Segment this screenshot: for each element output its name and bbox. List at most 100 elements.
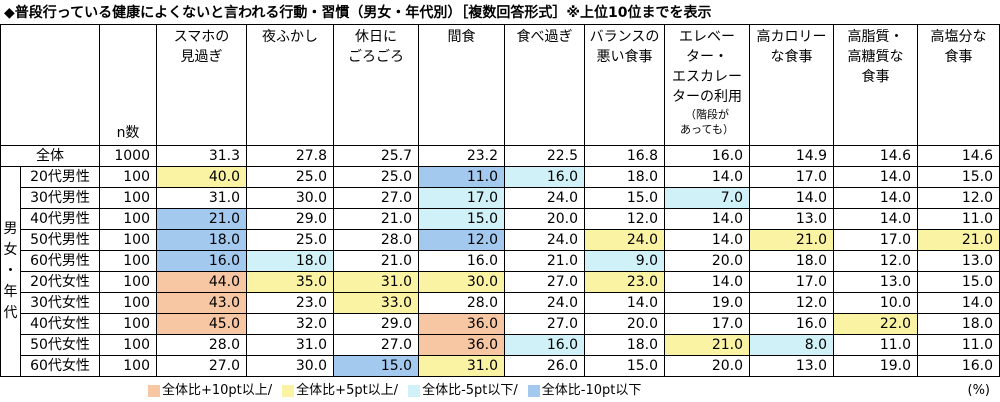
page-title: ◆普段行っている健康によくないと言われる行動・習慣（男女・年代別）［複数回答形式… (4, 5, 712, 21)
value-cell: 18.0 (917, 313, 1000, 335)
value-cell: 17.0 (749, 166, 834, 188)
value-cell: 11.0 (917, 334, 1000, 356)
value-cell: 21.0 (664, 334, 750, 356)
column-header: 間食 (418, 24, 505, 146)
value-cell: 23.2 (418, 145, 505, 167)
n-header: n数 (99, 24, 157, 146)
value-cell: 31.0 (246, 334, 334, 356)
value-cell: 18.0 (584, 166, 665, 188)
table-row: 男女・年代 20代男性 100 40.0 25.0 25.0 11.0 16.0 18.0 14.… (0, 166, 1000, 377)
n-value: 100 (99, 166, 157, 188)
legend-text: 全体比+10pt以上/ (162, 383, 273, 398)
value-cell: 28.0 (333, 229, 419, 251)
value-cell: 15.0 (584, 187, 665, 209)
value-cell: 15.0 (917, 271, 1000, 293)
row-label: 50代男性 (20, 229, 100, 251)
value-cell: 20.0 (664, 250, 750, 272)
value-cell: 25.0 (246, 166, 334, 188)
table-row: 40代男性 100 21.0 29.0 21.0 15.0 20.0 12.0 14.0 13.0… (1, 208, 1000, 230)
value-cell: 11.0 (833, 334, 918, 356)
n-value: 100 (99, 187, 157, 209)
value-cell: 20.0 (584, 313, 665, 335)
unit-label: (%) (967, 383, 991, 398)
legend-item: 全体比-10pt以下 (527, 382, 641, 400)
column-header-line: 高カロリー (756, 29, 827, 45)
column-header: エレベー ター・ エスカレー ターの利用 （階段が あっても） (664, 24, 750, 146)
column-header: 高カロリー な食事 (749, 24, 834, 146)
legend: 全体比+10pt以上/全体比+5pt以上/全体比-5pt以下/全体比-10pt以… (148, 382, 651, 400)
column-header-line: 間食 (447, 29, 476, 45)
column-header-line: バランスの (589, 29, 660, 45)
value-cell: 31.0 (156, 187, 247, 209)
row-label: 全体 (0, 145, 100, 167)
legend-item: 全体比+10pt以上/ (148, 382, 272, 400)
row-label: 30代女性 (20, 292, 100, 314)
column-header-line: ター・ (686, 49, 728, 65)
table-row: 20代女性 100 44.0 35.0 31.0 30.0 27.0 23.0 14.0 17.0… (1, 271, 1000, 293)
value-cell: 22.0 (833, 313, 918, 335)
value-cell: 19.0 (664, 292, 750, 314)
total-row: 全体 1000 31.3 27.8 25.7 23.2 22.5 16.8 16.0 14.9 14… (0, 145, 1000, 167)
value-cell: 36.0 (418, 334, 505, 356)
n-value: 100 (99, 313, 157, 335)
column-header-line: ごろごろ (348, 49, 404, 65)
column-header-line: 高塩分な (930, 29, 987, 45)
value-cell: 27.0 (504, 313, 585, 335)
value-cell: 14.6 (917, 145, 1000, 167)
value-cell: 17.0 (749, 271, 834, 293)
value-cell: 27.0 (333, 187, 419, 209)
column-header-line: 食事 (861, 69, 890, 85)
table-row: 60代男性 100 16.0 18.0 21.0 16.0 21.0 9.0 20.0 18.0 1… (1, 250, 1000, 272)
value-cell: 21.0 (333, 208, 419, 230)
column-header-line: 見過ぎ (180, 49, 223, 65)
value-cell: 16.0 (504, 334, 585, 356)
value-cell: 13.0 (749, 355, 834, 377)
value-cell: 22.5 (504, 145, 585, 167)
legend-item: 全体比-5pt以下/ (408, 382, 518, 400)
group-label-char: 女 (3, 242, 18, 258)
column-header-line: 食べ過ぎ (516, 29, 573, 45)
value-cell: 15.0 (418, 208, 505, 230)
legend-text: 全体比-5pt以下/ (422, 383, 518, 398)
value-cell: 24.0 (504, 187, 585, 209)
value-cell: 14.6 (833, 145, 918, 167)
column-header-line: エレベー (679, 29, 735, 45)
value-cell: 15.0 (917, 166, 1000, 188)
value-cell: 15.0 (584, 355, 665, 377)
value-cell: 17.0 (833, 229, 918, 251)
n-value: 100 (99, 250, 157, 272)
value-cell: 30.0 (418, 271, 505, 293)
value-cell: 7.0 (664, 187, 750, 209)
value-cell: 27.0 (333, 334, 419, 356)
value-cell: 26.0 (504, 355, 585, 377)
value-cell: 20.0 (664, 355, 750, 377)
value-cell: 12.0 (917, 187, 1000, 209)
value-cell: 36.0 (418, 313, 505, 335)
row-label: 40代男性 (20, 208, 100, 230)
value-cell: 18.0 (584, 334, 665, 356)
group-label-char: 男 (3, 221, 18, 237)
value-cell: 29.0 (333, 313, 419, 335)
row-label: 40代女性 (20, 313, 100, 335)
value-cell: 16.0 (418, 250, 505, 272)
column-header-line: 休日に (355, 29, 397, 45)
value-cell: 12.0 (833, 250, 918, 272)
column-header-line: 高脂質・ (847, 29, 904, 45)
table-row: 50代女性 100 28.0 31.0 27.0 36.0 16.0 18.0 21.0 8.0 1… (1, 334, 1000, 356)
header-blank-cell (0, 24, 100, 146)
column-header: バランスの 悪い食事 (584, 24, 665, 146)
row-label: 20代女性 (20, 271, 100, 293)
value-cell: 12.0 (584, 208, 665, 230)
legend-swatch (408, 385, 421, 397)
column-header: 高塩分な 食事 (917, 24, 1000, 146)
value-cell: 29.0 (246, 208, 334, 230)
value-cell: 8.0 (749, 334, 834, 356)
value-cell: 30.0 (246, 187, 334, 209)
value-cell: 33.0 (333, 292, 419, 314)
value-cell: 27.0 (504, 271, 585, 293)
value-cell: 31.3 (156, 145, 247, 167)
value-cell: 45.0 (156, 313, 247, 335)
value-cell: 25.7 (333, 145, 419, 167)
column-header-line: な食事 (770, 49, 813, 65)
column-header-note: （階段が (685, 108, 729, 121)
